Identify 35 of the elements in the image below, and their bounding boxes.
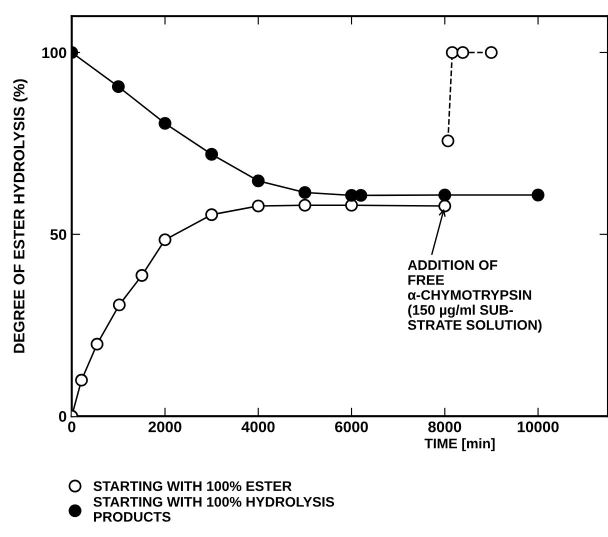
point xyxy=(484,46,498,59)
point xyxy=(354,189,368,202)
y-tick-label: 0 xyxy=(58,411,66,422)
y-axis-title: DEGREE OF ESTER HYDROLYSIS (%) xyxy=(13,79,28,353)
point xyxy=(112,298,126,312)
x-tick-label: 8000 xyxy=(428,421,462,432)
x-axis-title: TIME [min] xyxy=(424,438,495,452)
x-tick-label: 6000 xyxy=(335,421,368,432)
point xyxy=(298,198,312,212)
x-tick-label: 4000 xyxy=(242,421,275,432)
point xyxy=(205,148,218,161)
point xyxy=(442,134,454,148)
point xyxy=(438,200,452,212)
y-tick-label: 100 xyxy=(42,47,66,58)
point xyxy=(75,374,88,387)
point xyxy=(298,186,312,199)
point xyxy=(158,233,172,246)
x-tick-label: 10000 xyxy=(518,421,559,432)
annotation: ADDITION OF FREE α-CHYMOTRYPSIN (150 µg/ml SUB- STRATE SOLUTION) xyxy=(408,260,542,333)
point xyxy=(252,174,265,188)
point xyxy=(205,208,218,222)
point xyxy=(446,46,459,59)
x-tick-label: 0 xyxy=(68,421,76,432)
point xyxy=(532,188,544,202)
point xyxy=(252,200,265,212)
y-tick-label: 50 xyxy=(50,229,66,240)
x-tick-label: 2000 xyxy=(148,421,182,432)
point xyxy=(112,80,125,94)
legend-label: STARTING WITH 100% HYDROLYSIS PRODUCTS xyxy=(93,496,334,522)
point xyxy=(158,117,172,130)
legend-label: STARTING WITH 100% ESTER xyxy=(93,481,292,492)
point xyxy=(438,188,452,202)
point xyxy=(456,46,470,59)
point xyxy=(136,269,148,282)
point xyxy=(90,338,104,351)
